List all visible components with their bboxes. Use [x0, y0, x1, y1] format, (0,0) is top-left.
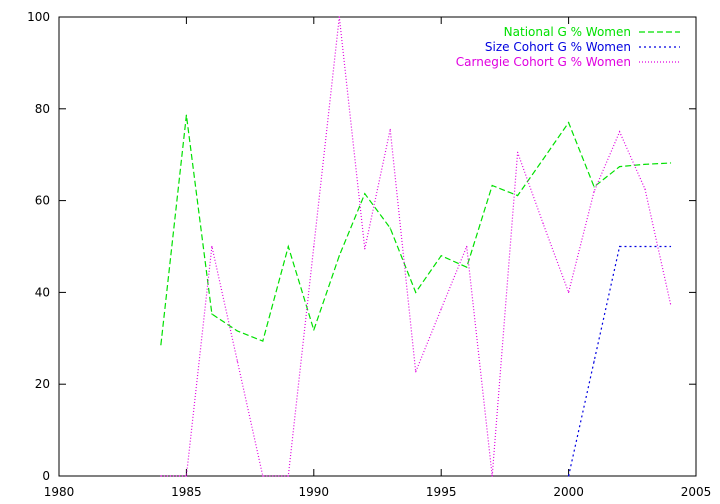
- axis-ticks: 1980 1985 1990 1995 2000 2005 0 20 40 60 80 100: [27, 10, 711, 499]
- data-point: [593, 186, 595, 188]
- data-point: [669, 162, 672, 164]
- data-point: [287, 245, 289, 248]
- y-tick-label: 100: [27, 10, 50, 24]
- data-point: [517, 151, 519, 154]
- data-point: [415, 291, 417, 293]
- y-tick-label: 0: [42, 469, 50, 483]
- data-point: [211, 245, 213, 248]
- y-tick-label: 40: [35, 285, 50, 299]
- data-point: [593, 360, 595, 362]
- data-point: [389, 128, 391, 131]
- y-tick-label: 80: [35, 102, 50, 116]
- data-point: [236, 330, 238, 332]
- legend-label: Carnegie Cohort G % Women: [456, 55, 631, 69]
- series-line: [568, 245, 671, 477]
- data-point: [669, 303, 672, 305]
- data-point: [185, 475, 187, 477]
- series-2: [160, 16, 672, 477]
- series-line: [160, 16, 672, 477]
- data-series: [160, 16, 672, 477]
- data-point: [491, 475, 493, 477]
- data-point: [160, 475, 162, 477]
- data-point: [618, 245, 621, 248]
- x-tick-label: 1990: [299, 485, 330, 499]
- legend-label: National G % Women: [504, 25, 631, 39]
- data-point: [415, 371, 417, 373]
- x-tick-label: 1995: [426, 485, 457, 499]
- y-tick-label: 60: [35, 194, 50, 208]
- data-point: [568, 475, 570, 477]
- data-point: [185, 114, 187, 116]
- data-point: [440, 255, 442, 257]
- data-point: [618, 166, 621, 168]
- x-tick-label: 2000: [553, 485, 584, 499]
- data-point: [568, 121, 570, 124]
- data-point: [364, 193, 366, 195]
- data-point: [644, 245, 646, 248]
- plot-frame: [58, 16, 697, 477]
- data-point: [466, 245, 468, 248]
- data-point: [338, 255, 340, 257]
- data-point: [313, 245, 315, 248]
- data-point: [364, 248, 366, 250]
- data-point: [313, 329, 315, 331]
- data-point: [338, 16, 340, 18]
- data-point: [593, 190, 595, 193]
- data-point: [440, 308, 442, 310]
- data-point: [491, 184, 493, 187]
- data-point: [517, 194, 519, 197]
- data-point: [211, 313, 213, 315]
- data-point: [236, 360, 238, 362]
- x-tick-label: 2005: [681, 485, 712, 499]
- data-point: [287, 475, 289, 477]
- data-point: [160, 344, 162, 346]
- series-0: [160, 114, 672, 346]
- data-point: [466, 266, 468, 268]
- data-point: [669, 245, 672, 248]
- series-line: [160, 115, 671, 345]
- data-point: [644, 188, 646, 190]
- data-point: [389, 227, 391, 229]
- x-tick-label: 1980: [44, 485, 75, 499]
- x-tick-label: 1985: [171, 485, 202, 499]
- data-point: [644, 163, 646, 165]
- y-tick-label: 20: [35, 377, 50, 391]
- legend-label: Size Cohort G % Women: [485, 40, 631, 54]
- data-point: [262, 475, 264, 477]
- series-1: [568, 245, 672, 477]
- data-point: [542, 158, 544, 160]
- data-point: [568, 291, 570, 293]
- data-point: [262, 340, 264, 342]
- data-point: [542, 222, 544, 225]
- data-point: [618, 131, 621, 133]
